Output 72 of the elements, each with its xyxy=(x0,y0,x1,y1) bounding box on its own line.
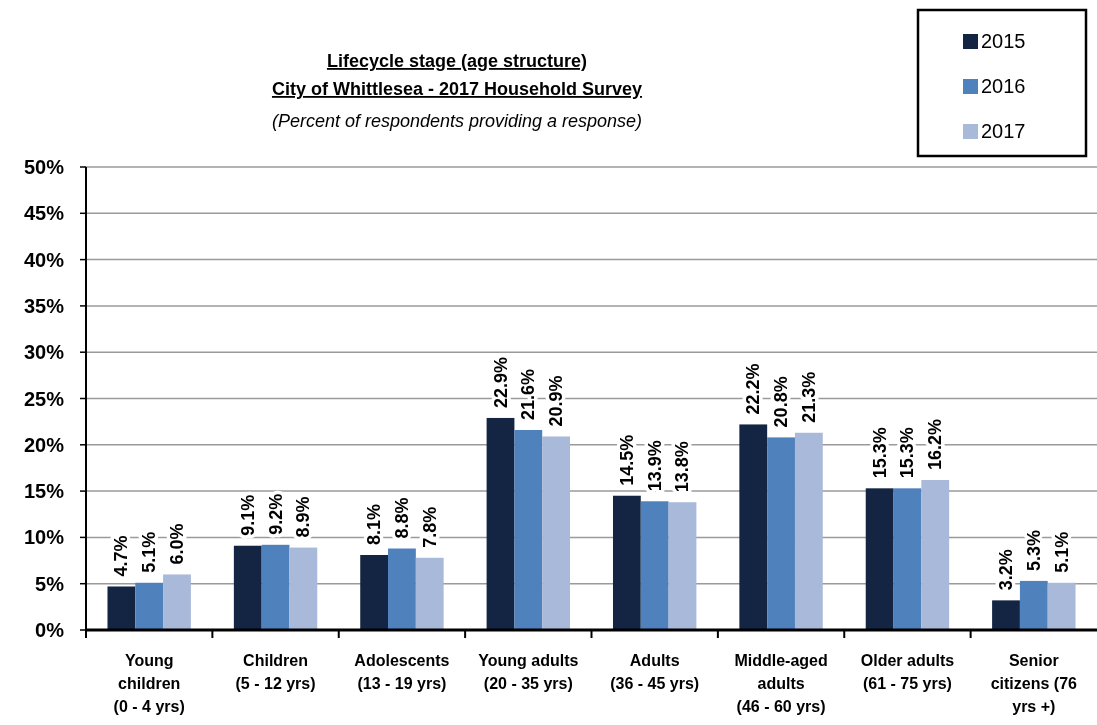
bar xyxy=(388,548,416,630)
bar xyxy=(289,547,318,630)
data-label: 15.3% xyxy=(869,427,890,479)
y-tick-label: 45% xyxy=(23,202,65,225)
y-tick-label: 50% xyxy=(23,156,65,178)
x-tick-label: Children (5 - 12 yrs) xyxy=(235,652,316,692)
bar xyxy=(163,574,191,630)
data-label: 15.3% xyxy=(897,427,918,479)
y-tick-label: 40% xyxy=(23,248,65,271)
data-label: 13.8% xyxy=(672,441,693,493)
bar xyxy=(992,600,1020,630)
data-label: 9.2% xyxy=(265,493,286,535)
data-label: 3.2% xyxy=(996,549,1017,591)
y-tick-label: 35% xyxy=(23,294,65,317)
data-label: 7.8% xyxy=(419,506,440,548)
bar xyxy=(261,544,290,630)
chart-subtitle: (Percent of respondents providing a response) xyxy=(271,111,643,131)
bar xyxy=(1047,582,1076,630)
data-label: 5.1% xyxy=(139,531,160,573)
legend-label: 2016 xyxy=(981,75,1026,97)
data-label: 8.1% xyxy=(364,503,385,545)
y-tick-label: 25% xyxy=(23,387,65,410)
bar xyxy=(1019,580,1048,630)
data-label: 9.1% xyxy=(237,494,258,536)
bar xyxy=(514,429,543,630)
bar xyxy=(542,436,571,630)
bar xyxy=(921,479,950,630)
x-tick-label: Middle-aged adults (46 - 60 yrs) xyxy=(734,652,828,715)
bar xyxy=(415,557,444,630)
data-label: 21.6% xyxy=(518,368,539,420)
x-tick-label: Young adults (20 - 35 yrs) xyxy=(478,652,579,692)
data-label: 20.8% xyxy=(771,376,792,428)
bar xyxy=(135,582,164,630)
bar xyxy=(612,495,641,630)
bar xyxy=(794,432,823,630)
bar xyxy=(668,502,697,630)
data-label: 5.3% xyxy=(1023,529,1044,571)
legend-label: 2017 xyxy=(981,120,1026,142)
chart-title: Lifecycle stage (age structure) City of Whittlesea - 2017 Household Survey xyxy=(271,51,643,99)
bar xyxy=(865,488,894,630)
bar xyxy=(767,437,795,630)
y-tick-label: 5% xyxy=(35,572,65,595)
bar xyxy=(233,545,262,630)
data-label: 5.1% xyxy=(1051,531,1072,573)
y-tick-label: 30% xyxy=(23,341,65,364)
x-tick-label: Older adults (61 - 75 yrs) xyxy=(860,652,955,692)
data-label: 8.8% xyxy=(391,497,412,539)
data-label: 21.3% xyxy=(798,371,819,423)
bar xyxy=(486,417,515,630)
bar xyxy=(640,501,669,630)
bar xyxy=(360,554,389,630)
data-label: 20.9% xyxy=(546,375,567,427)
data-label: 13.9% xyxy=(644,440,665,492)
bar xyxy=(107,586,136,630)
y-tick-label: 0% xyxy=(35,619,65,641)
x-tick-label: Adolescents (13 - 19 yrs) xyxy=(354,652,450,692)
legend-label: 2015 xyxy=(981,30,1026,52)
data-label: 14.5% xyxy=(616,434,637,486)
y-tick-label: 10% xyxy=(23,526,65,549)
y-tick-label: 20% xyxy=(23,433,65,456)
data-label: 16.2% xyxy=(925,418,946,470)
y-tick-label: 15% xyxy=(23,480,65,503)
data-label: 4.7% xyxy=(111,535,132,577)
bar xyxy=(739,424,768,630)
x-tick-label: Senior citizens (76 yrs +) xyxy=(990,652,1078,715)
data-label: 22.2% xyxy=(743,363,764,415)
bar xyxy=(893,488,922,630)
x-tick-label: Young children (0 - 4 yrs) xyxy=(113,652,185,715)
data-label: 8.9% xyxy=(293,496,314,538)
data-label: 6.0% xyxy=(166,523,187,565)
data-label: 22.9% xyxy=(490,356,511,408)
x-tick-label: Adults (36 - 45 yrs) xyxy=(610,652,700,692)
